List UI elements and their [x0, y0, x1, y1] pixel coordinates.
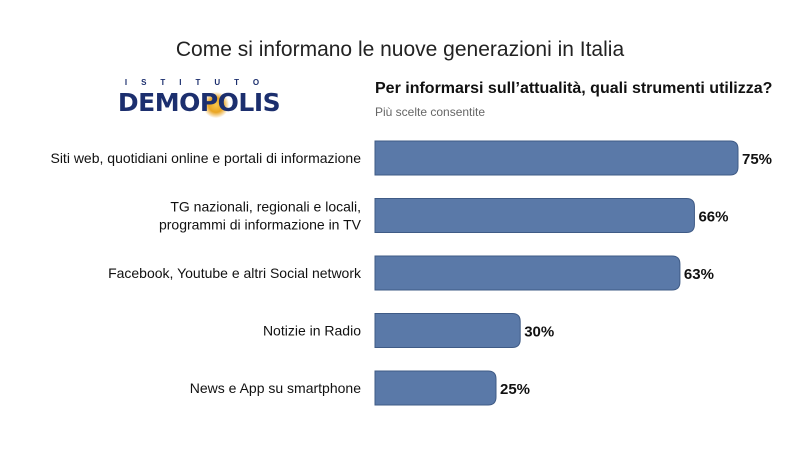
category-label-1: TG nazionali, regionali e locali, program…	[159, 199, 362, 233]
bar-3	[374, 313, 521, 348]
value-label-1: 66%	[698, 209, 728, 226]
demopolis-logo: ISTITUTO DEMOPOLIS	[108, 78, 290, 118]
chart-note: Più scelte consentite	[375, 105, 486, 119]
value-label-4: 25%	[500, 381, 530, 398]
category-label-2: Facebook, Youtube e altri Social network	[108, 265, 362, 281]
value-label-0: 75%	[742, 151, 772, 168]
category-label-0: Siti web, quotidiani online e portali di…	[50, 150, 361, 166]
value-label-2: 63%	[684, 266, 714, 283]
bar-4	[374, 370, 497, 406]
value-label-3: 30%	[524, 324, 554, 341]
bar-1	[374, 198, 695, 233]
category-label-3: Notizie in Radio	[263, 323, 361, 339]
chart-question: Per informarsi sull’attualità, quali str…	[375, 80, 773, 97]
logo-sun-icon	[203, 92, 229, 118]
logo-main-text: DEMOPOLIS	[117, 88, 281, 117]
logo-top-text: ISTITUTO	[124, 78, 274, 87]
category-label-4: News e App su smartphone	[190, 380, 361, 396]
bar-0	[374, 140, 739, 176]
page-title: Come si informano le nuove generazioni i…	[175, 38, 625, 61]
bar-2	[374, 255, 681, 291]
